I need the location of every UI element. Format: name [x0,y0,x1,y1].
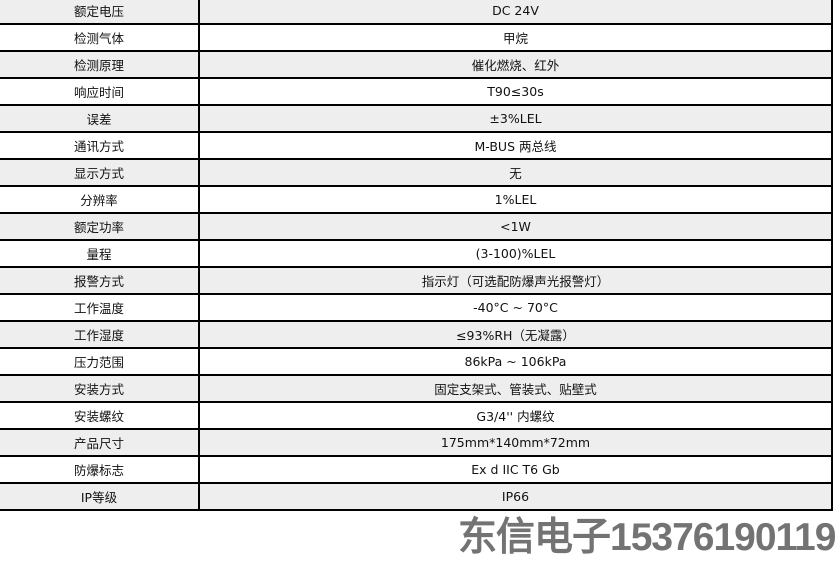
spec-label: 安装方式 [0,374,200,403]
table-row: 报警方式 指示灯（可选配防爆声光报警灯） [0,266,833,295]
table-row: 额定电压 DC 24V [0,0,833,25]
spec-label: 安装螺纹 [0,401,200,430]
watermark: 东信电子15376190119 [458,516,836,559]
table-row: 工作湿度 ≤93%RH（无凝露） [0,320,833,349]
spec-label: 通讯方式 [0,131,200,160]
table-row: 压力范围 86kPa ~ 106kPa [0,347,833,376]
spec-label: 防爆标志 [0,455,200,484]
spec-label: 额定电压 [0,0,200,25]
spec-value: 86kPa ~ 106kPa [198,347,833,376]
spec-label: IP等级 [0,482,200,511]
spec-value: <1W [198,212,833,241]
spec-value: 无 [198,158,833,187]
spec-label: 检测气体 [0,23,200,52]
spec-label: 产品尺寸 [0,428,200,457]
table-row: 工作温度 -40°C ~ 70°C [0,293,833,322]
table-row: 分辨率 1%LEL [0,185,833,214]
table-row: 安装方式 固定支架式、管装式、贴壁式 [0,374,833,403]
spec-label: 压力范围 [0,347,200,376]
table-row: 误差 ±3%LEL [0,104,833,133]
spec-value: (3-100)%LEL [198,239,833,268]
spec-label: 检测原理 [0,50,200,79]
table-row: 检测原理 催化燃烧、红外 [0,50,833,79]
spec-value: T90≤30s [198,77,833,106]
spec-value: 1%LEL [198,185,833,214]
table-row: 防爆标志 Ex d IIC T6 Gb [0,455,833,484]
table-row: 显示方式无 [0,158,833,187]
table-row: 产品尺寸 175mm*140mm*72mm [0,428,833,457]
spec-value: 指示灯（可选配防爆声光报警灯） [198,266,833,295]
table-row: 检测气体 甲烷 [0,23,833,52]
spec-value: 甲烷 [198,23,833,52]
spec-value: M-BUS 两总线 [198,131,833,160]
spec-value: ≤93%RH（无凝露） [198,320,833,349]
spec-label: 误差 [0,104,200,133]
spec-value: G3/4'' 内螺纹 [198,401,833,430]
table-row: 响应时间 T90≤30s [0,77,833,106]
spec-value: 175mm*140mm*72mm [198,428,833,457]
spec-value: IP66 [198,482,833,511]
spec-label: 分辨率 [0,185,200,214]
spec-label: 响应时间 [0,77,200,106]
spec-label: 工作温度 [0,293,200,322]
table-row: IP等级 IP66 [0,482,833,511]
spec-value: DC 24V [198,0,833,25]
spec-label: 工作湿度 [0,320,200,349]
table-row: 额定功率 <1W [0,212,833,241]
spec-label: 量程 [0,239,200,268]
table-row: 量程 (3-100)%LEL [0,239,833,268]
spec-value: -40°C ~ 70°C [198,293,833,322]
spec-value: 固定支架式、管装式、贴壁式 [198,374,833,403]
spec-value: Ex d IIC T6 Gb [198,455,833,484]
spec-label: 显示方式 [0,158,200,187]
spec-label: 额定功率 [0,212,200,241]
spec-label: 报警方式 [0,266,200,295]
table-row: 安装螺纹 G3/4'' 内螺纹 [0,401,833,430]
table-row: 通讯方式 M-BUS 两总线 [0,131,833,160]
spec-value: ±3%LEL [198,104,833,133]
spec-value: 催化燃烧、红外 [198,50,833,79]
spec-table: 额定电压 DC 24V 检测气体 甲烷 检测原理 催化燃烧、红外 响应时间 T90≤30s 误差… [0,0,833,511]
